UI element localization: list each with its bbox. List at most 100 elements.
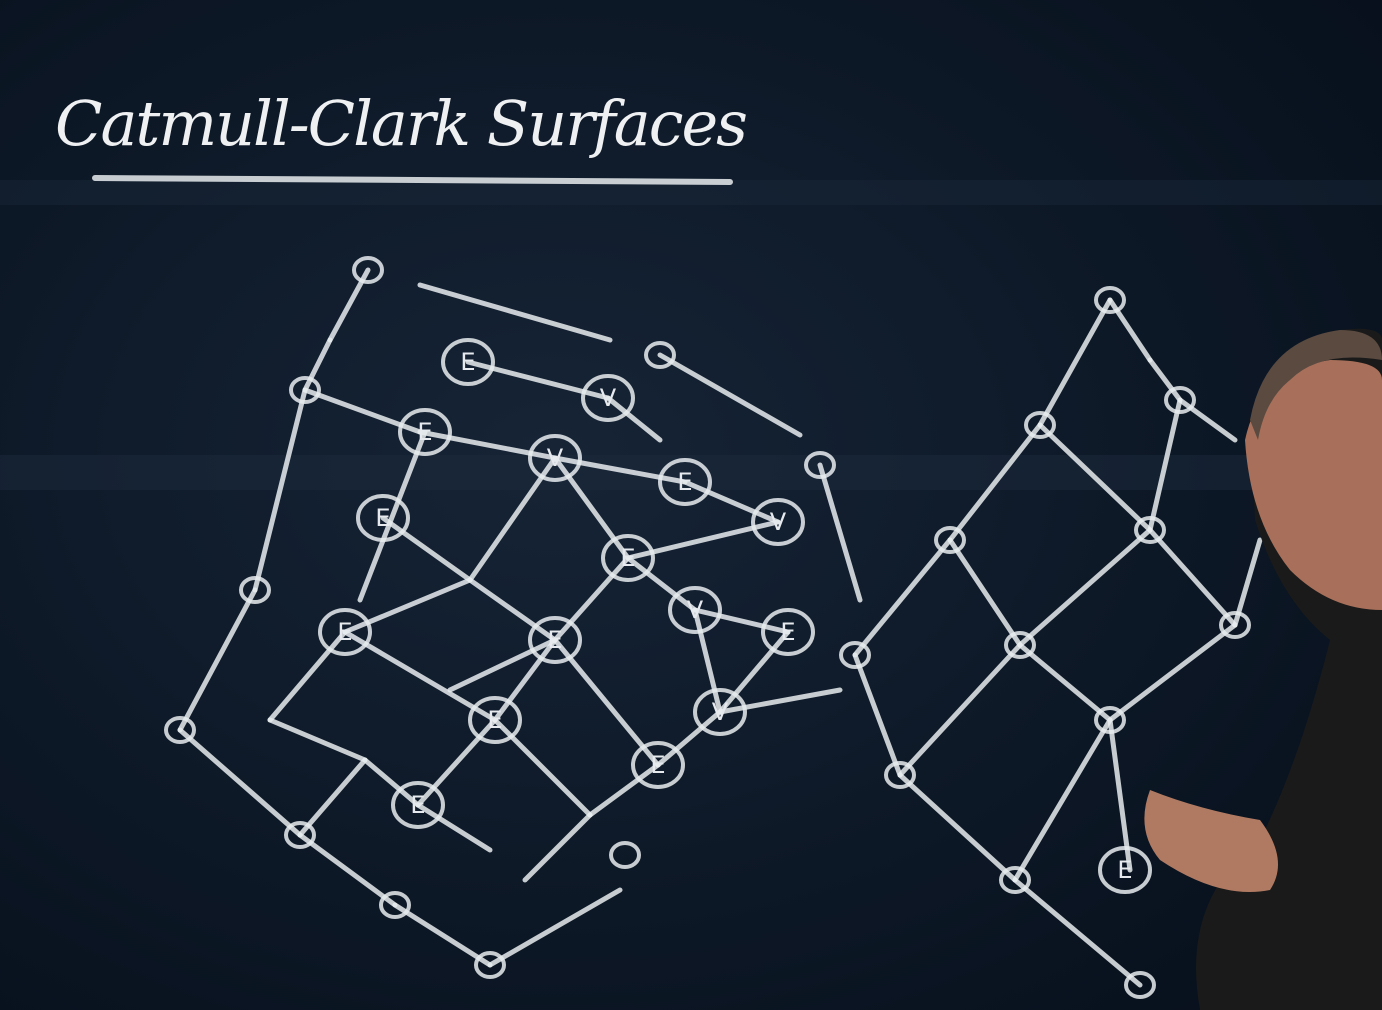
node-circle [1098, 846, 1152, 894]
node-label: E [620, 544, 635, 572]
vertex-circle [289, 376, 321, 404]
node-label: E [1117, 856, 1132, 884]
node-label: E [677, 468, 692, 496]
chalk-line [267, 629, 348, 723]
chalk-line [357, 429, 428, 603]
chalk-line [552, 555, 631, 643]
node-circle [631, 741, 685, 789]
vertex-circle [609, 841, 641, 869]
chalk-line [467, 577, 558, 643]
vertex-circle [474, 951, 506, 979]
chalk-line [717, 687, 843, 715]
node-label: E [460, 348, 475, 376]
chalk-line [1147, 357, 1183, 403]
node-label: E [780, 618, 795, 646]
chalk-line [852, 652, 903, 778]
chalk-line [1037, 297, 1113, 428]
vertex-circle [352, 256, 384, 284]
lecturer [1144, 328, 1382, 1010]
vertex-circle [934, 526, 966, 554]
node-circle [658, 458, 712, 506]
chalk-line [415, 717, 498, 808]
node-circle [398, 408, 452, 456]
chalk-line [552, 455, 688, 485]
title: Catmull-Clark Surfaces [55, 87, 746, 160]
vertex-circle [239, 576, 271, 604]
chalk-line [682, 479, 781, 525]
chalk-line [1107, 622, 1238, 723]
chalk-line [852, 537, 953, 658]
node-label: V [687, 596, 704, 624]
node-label: E [375, 504, 390, 532]
chalk-line [447, 637, 558, 693]
vertex-circle [1219, 611, 1251, 639]
node-circle [693, 688, 747, 736]
node-circle [441, 338, 495, 386]
chalk-line [392, 902, 493, 968]
chalk-line [655, 709, 723, 768]
node-label: E [487, 706, 502, 734]
chalk-line [342, 629, 498, 723]
chalk-line [252, 387, 308, 593]
vertex-circle [644, 341, 676, 369]
chalk-line [267, 717, 368, 763]
chalk-line [1012, 877, 1143, 988]
chalk-line [362, 757, 421, 808]
node-circle [528, 616, 582, 664]
vertex-circle [1164, 386, 1196, 414]
node-circle [528, 434, 582, 482]
chalk-line [522, 812, 593, 883]
node-circle [761, 608, 815, 656]
chalk-line [1017, 527, 1153, 648]
chalk-line [717, 629, 791, 715]
chalk-line [297, 757, 368, 838]
chalk-line [605, 395, 663, 443]
node-circle [668, 586, 722, 634]
node-circle [391, 781, 445, 829]
chalk-line [1037, 422, 1153, 533]
chalk-line [1012, 717, 1113, 883]
node-label: E [650, 751, 665, 779]
chalk-line [1232, 537, 1263, 628]
vertex-circle [884, 761, 916, 789]
vertex-circle [1094, 706, 1126, 734]
chalk-line [947, 422, 1043, 543]
chalk-line [492, 637, 558, 723]
vertex-circle [1004, 631, 1036, 659]
vertex-circle [1134, 516, 1166, 544]
chalk-line [1147, 527, 1238, 628]
chalk-line [692, 607, 723, 715]
chalk-line [297, 832, 398, 908]
vertex-circle [1124, 971, 1156, 999]
chalk-line [692, 607, 791, 635]
chalk-line [552, 455, 631, 561]
vertex-circle [379, 891, 411, 919]
node-label: E [410, 791, 425, 819]
mesh-drawing: E V E V E E V E E E V E E V E E E [164, 256, 1263, 999]
chalk-line [487, 887, 623, 968]
vertex-circle [999, 866, 1031, 894]
vertex-circle [1024, 411, 1056, 439]
node-label: E [417, 418, 432, 446]
chalk-line [817, 462, 863, 603]
chalk-line [302, 337, 333, 393]
chalk-line [177, 727, 303, 838]
node-circle [751, 498, 805, 546]
chalk-line [552, 637, 661, 768]
chalk-line [897, 772, 1018, 883]
node-circle [318, 608, 372, 656]
vertex-circle [1094, 286, 1126, 314]
vertex-circle [164, 716, 196, 744]
underline [92, 175, 733, 185]
vertex-circle [804, 451, 836, 479]
chalk-line [897, 642, 1023, 778]
node-label: E [337, 618, 352, 646]
node-circle [468, 696, 522, 744]
node-label: V [770, 508, 787, 536]
chalk-line [587, 762, 661, 818]
node-label: V [600, 384, 617, 412]
node-circle [356, 494, 410, 542]
chalk-line [417, 282, 613, 343]
node-label: V [547, 444, 564, 472]
